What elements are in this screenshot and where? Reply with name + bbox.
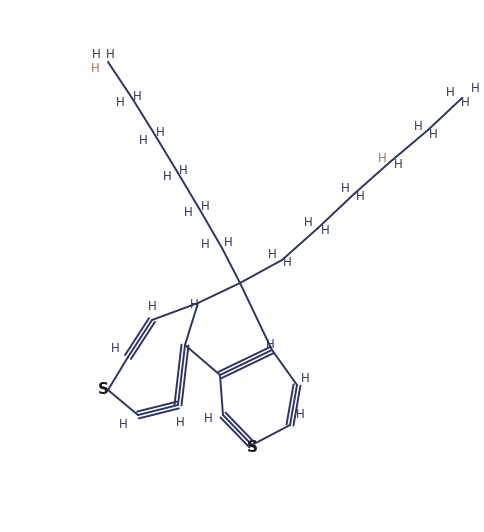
Text: H: H [469,81,478,95]
Text: H: H [91,62,99,74]
Text: H: H [300,371,309,385]
Text: S: S [97,383,108,397]
Text: H: H [147,301,156,313]
Text: H: H [445,87,454,99]
Text: H: H [203,411,212,425]
Text: S: S [246,440,257,455]
Text: H: H [115,96,124,110]
Text: H: H [155,126,164,138]
Text: H: H [377,152,386,164]
Text: H: H [340,181,348,195]
Text: H: H [183,206,192,220]
Text: H: H [138,134,147,146]
Text: H: H [162,170,171,184]
Text: H: H [428,128,437,140]
Text: H: H [91,48,100,62]
Text: H: H [393,159,402,171]
Text: H: H [265,338,274,352]
Text: H: H [132,89,141,103]
Text: H: H [223,236,232,248]
Text: H: H [106,48,114,62]
Text: H: H [295,409,304,421]
Text: H: H [413,120,422,132]
Text: H: H [267,248,276,262]
Text: H: H [178,163,187,177]
Text: H: H [200,201,209,213]
Text: H: H [282,255,291,269]
Text: H: H [320,223,329,237]
Text: H: H [189,297,198,311]
Text: H: H [355,189,363,203]
Text: H: H [303,217,312,229]
Text: H: H [110,342,119,354]
Text: H: H [175,415,184,428]
Text: H: H [200,238,209,252]
Text: H: H [460,96,469,109]
Text: H: H [119,419,127,431]
